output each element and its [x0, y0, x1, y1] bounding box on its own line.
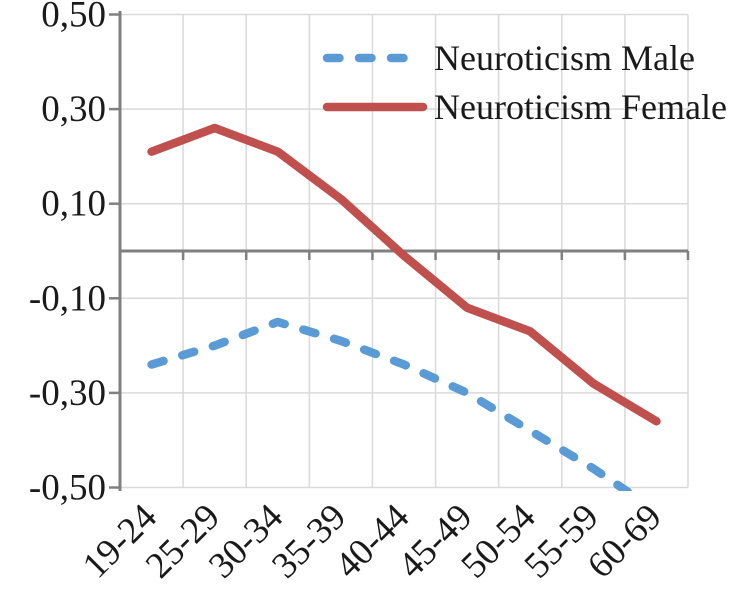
series-line-neuroticism-female	[147, 123, 661, 426]
x-category-label: 60-69	[580, 496, 670, 586]
data-series	[147, 123, 661, 491]
legend-female-label: Neuroticism Female	[434, 87, 727, 127]
x-category-label: 19-24	[75, 496, 165, 586]
x-category-label: 25-29	[138, 496, 228, 586]
legend: Neuroticism Male Neuroticism Female	[322, 38, 727, 127]
x-category-label: 45-49	[390, 496, 480, 586]
x-category-label: 35-39	[264, 496, 354, 586]
x-category-label: 55-59	[517, 496, 607, 586]
y-tick-label: 0,10	[41, 184, 106, 225]
series-line-neuroticism-male	[147, 317, 635, 491]
legend-male-label: Neuroticism Male	[434, 38, 695, 78]
y-tick-label: -0,10	[29, 278, 106, 319]
x-category-label: 40-44	[327, 496, 417, 586]
y-tick-label: -0,50	[29, 468, 106, 509]
x-category-label: 50-54	[454, 496, 544, 586]
x-category-label: 30-34	[201, 496, 291, 586]
y-tick-label: 0,50	[41, 0, 106, 36]
y-tick-label: 0,30	[41, 89, 106, 130]
y-tick-label: -0,30	[29, 373, 106, 414]
